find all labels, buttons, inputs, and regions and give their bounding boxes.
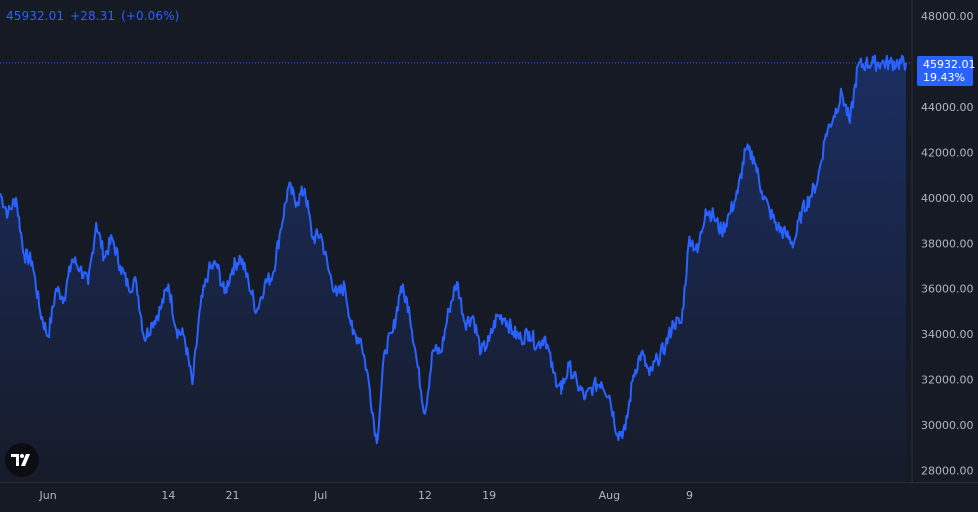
y-tick-label: 48000.00 xyxy=(921,10,974,23)
x-tick-label: 14 xyxy=(161,489,175,502)
legend-header: 45932.01 +28.31 (+0.06%) xyxy=(6,9,185,23)
y-tick-label: 44000.00 xyxy=(921,101,974,114)
y-tick-label: 34000.00 xyxy=(921,328,974,341)
x-tick-label: Aug xyxy=(599,489,620,502)
x-tick-label: 21 xyxy=(226,489,240,502)
y-tick-label: 38000.00 xyxy=(921,237,974,250)
tradingview-logo-icon[interactable] xyxy=(5,443,39,477)
price-area-fill xyxy=(0,55,906,482)
tradingview-logo-glyph xyxy=(11,454,30,466)
legend-last-value: 45932.01 xyxy=(6,9,65,23)
y-tick-label: 42000.00 xyxy=(921,146,974,159)
y-tick-label: 32000.00 xyxy=(921,374,974,387)
y-tick-label: 40000.00 xyxy=(921,192,974,205)
x-tick-label: 19 xyxy=(482,489,496,502)
y-tick-label: 30000.00 xyxy=(921,419,974,432)
last-price-badge-price: 45932.01 xyxy=(923,58,976,71)
price-line xyxy=(0,54,907,445)
last-price-badge-pct: 19.43% xyxy=(923,71,965,84)
x-tick-label: 9 xyxy=(686,489,693,502)
y-tick-label: 28000.00 xyxy=(921,465,974,478)
x-tick-label: 12 xyxy=(418,489,432,502)
plot-area xyxy=(0,54,912,482)
y-axis: 48000.0046000.0044000.0042000.0040000.00… xyxy=(921,10,974,478)
legend-change-pct: (+0.06%) xyxy=(121,9,180,23)
legend-change: +28.31 xyxy=(70,9,116,23)
last-price-badge-bg xyxy=(917,56,973,86)
x-tick-label: Jun xyxy=(39,489,57,502)
x-axis: Jun 14 21 Jul 12 19 Aug 9 xyxy=(39,489,694,502)
y-tick-label: 36000.00 xyxy=(921,283,974,296)
last-price-badge: 45932.01 19.43% xyxy=(917,56,976,86)
x-tick-label: Jul xyxy=(313,489,327,502)
